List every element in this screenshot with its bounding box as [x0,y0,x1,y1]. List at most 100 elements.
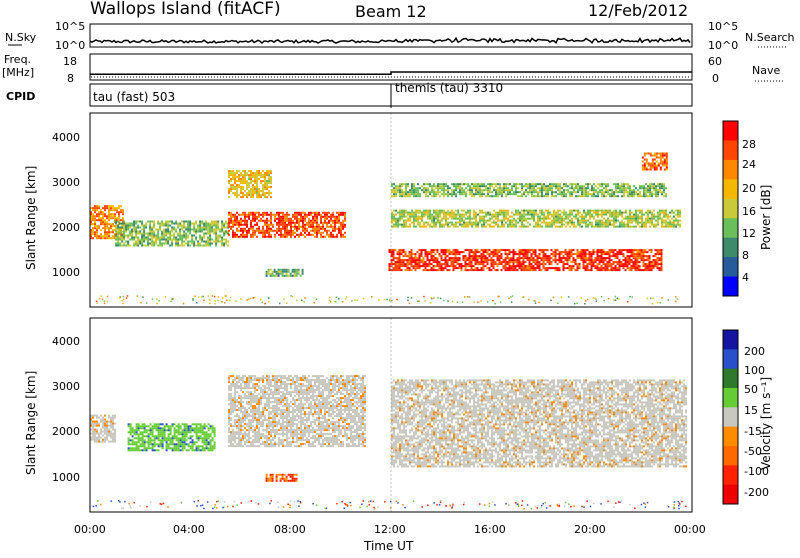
power-layer-cell [284,214,286,216]
power-layer-cell [427,216,429,218]
power-layer-cell [573,187,575,189]
power-layer-cell [177,241,179,243]
power-layer-cell [537,261,539,263]
power-layer-cell [465,195,467,197]
vel-layer-cell [160,423,162,425]
power-layer-cell [591,257,593,259]
power-layer-cell [403,183,405,185]
power-layer-cell [405,187,407,189]
power-layer-cell [268,236,270,238]
power-layer-cell [619,259,621,261]
power-layer-cell [469,259,471,261]
power-layer-cell [637,263,639,265]
vel-layer-cell [110,425,112,427]
power-layer-cell [340,232,342,234]
power-layer-cell [501,214,503,216]
power-layer-cell [495,249,497,251]
power-layer-cell [238,230,240,232]
power-layer-cell [431,267,433,269]
power-layer-cell [619,214,621,216]
power-layer-cell [537,222,539,224]
power-layer-cell [639,255,641,257]
power-layer-cell [479,185,481,187]
power-layer-cell [135,237,137,239]
power-layer-cell [641,212,643,214]
power-layer-cell [187,227,189,229]
beam-label: Beam 12 [355,2,427,21]
power-layer-cell [437,265,439,267]
power-layer-cell [643,191,645,193]
power-layer-cell [449,249,451,251]
power-layer-cell [495,191,497,193]
power-layer-cell [587,183,589,185]
power-layer-cell [571,222,573,224]
power-layer-cell [266,186,268,188]
power-layer-cell [647,267,649,269]
power-layer-cell [415,226,417,228]
power-layer-cell [505,195,507,197]
power-layer-cell [515,253,517,255]
station-title: Wallops Island (fitACF) [90,0,281,19]
power-layer-cell [583,263,585,265]
power-layer-cell [250,190,252,192]
power-layer-cell [280,218,282,220]
power-layer-cell [284,271,286,273]
power-layer-noise [657,302,659,304]
power-layer-cell [489,253,491,255]
power-layer-cell [151,237,153,239]
power-layer-cell [521,218,523,220]
vel-layer-cell [92,431,94,433]
power-layer-cell [324,222,326,224]
power-layer-cell [397,265,399,267]
vel-layer-cell [92,435,94,437]
power-layer-cell [320,236,322,238]
power-layer-cell [431,216,433,218]
power-layer-cell [137,231,139,233]
power-layer-cell [487,187,489,189]
power-layer-cell [290,232,292,234]
power-layer-cell [268,178,270,180]
power-layer-cell [497,191,499,193]
vel-layer-cell [102,435,104,437]
power-layer-cell [599,183,601,185]
power-layer-cell [659,189,661,191]
power-layer-cell [533,191,535,193]
power-layer-cell [322,228,324,230]
power-layer-cell [399,187,401,189]
power-layer-cell [250,224,252,226]
power-layer-cell [531,185,533,187]
power-layer-cell [232,234,234,236]
power-layer-cell [439,210,441,212]
power-layer-cell [463,257,465,259]
power-layer-cell [417,216,419,218]
vel-layer-cell [166,445,168,447]
power-layer-cell [579,195,581,197]
power-layer-cell [447,185,449,187]
power-layer-cell [665,224,667,226]
power-layer-cell [199,221,201,223]
power-layer-cell [469,251,471,253]
power-layer-cell [521,267,523,269]
power-layer-cell [637,259,639,261]
power-layer-cell [555,185,557,187]
power-layer-cell [201,245,203,247]
power-layer-cell [250,196,252,198]
vel-layer-cell [160,441,162,443]
power-ytick-2000: 2000 [52,221,80,234]
power-layer-cell [609,269,611,271]
power-layer-cell [507,191,509,193]
power-layer-cell [401,259,403,261]
power-layer-cell [415,212,417,214]
power-layer-cell [234,194,236,196]
power-layer-cell [463,259,465,261]
power-layer-cell [246,234,248,236]
power-layer-cell [493,265,495,267]
power-layer-cell [441,183,443,185]
power-layer-cell [240,196,242,198]
power-layer-cell [260,230,262,232]
power-layer-cell [575,269,577,271]
power-layer-cell [573,222,575,224]
vel-layer-cell [102,427,104,429]
power-layer-cell [108,219,110,221]
power-layer-cell [473,253,475,255]
